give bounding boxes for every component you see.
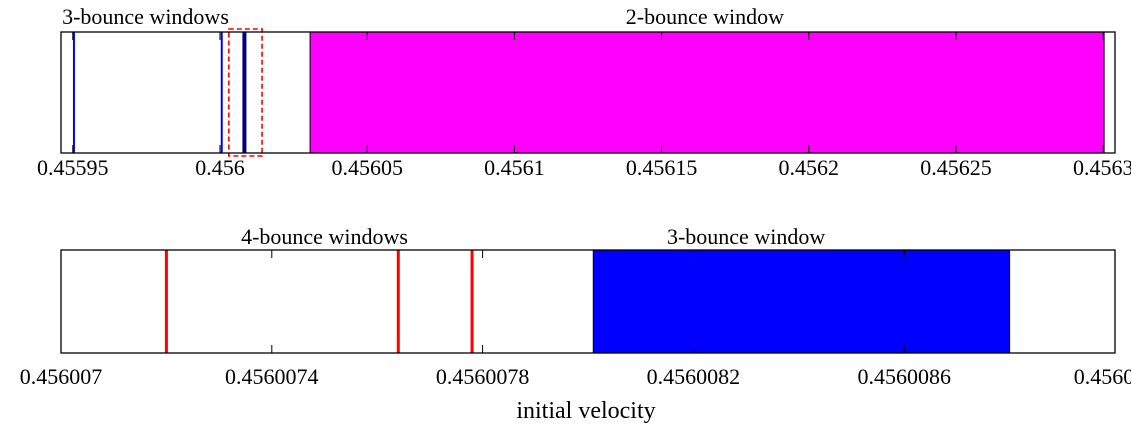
tick-label: 0.45615 — [626, 155, 698, 180]
axes-frame — [60, 249, 1116, 354]
tick-label: 0.4562 — [779, 155, 840, 180]
window-annotation: 2-bounce window — [626, 4, 784, 29]
window-region — [592, 249, 1011, 354]
tick-label: 0.456007 — [20, 364, 103, 389]
tick-label: 0.45605 — [331, 155, 403, 180]
tick-label: 0.4563 — [1073, 155, 1131, 180]
tick-label: 0.456 — [195, 155, 245, 180]
x-axis-label: initial velocity — [516, 398, 655, 424]
tick-label: 0.45595 — [37, 155, 109, 180]
tick-label: 0.4560082 — [647, 364, 741, 389]
tick-label: 0.4560086 — [857, 364, 951, 389]
window-annotation: 3-bounce window — [667, 224, 825, 249]
highlight-box — [228, 28, 263, 157]
tick-label: 0.4560078 — [436, 364, 530, 389]
window-annotation: 3-bounce windows — [62, 4, 229, 29]
window-annotation: 4-bounce windows — [241, 224, 408, 249]
tick-label: 0.4560074 — [225, 364, 319, 389]
tick-label: 0.456009 — [1074, 364, 1131, 389]
axes-frame — [60, 31, 1116, 154]
window-region — [309, 31, 1105, 154]
top-panel: 0.45595 0.456 0.45605 0.4561 0.45615 0.4562 0.… — [37, 4, 1131, 180]
tick-label: 0.45625 — [920, 155, 992, 180]
bottom-panel: 0.456007 0.4560074 0.4560078 0.4560082 0.456… — [20, 224, 1131, 389]
tick-label: 0.4561 — [484, 155, 545, 180]
